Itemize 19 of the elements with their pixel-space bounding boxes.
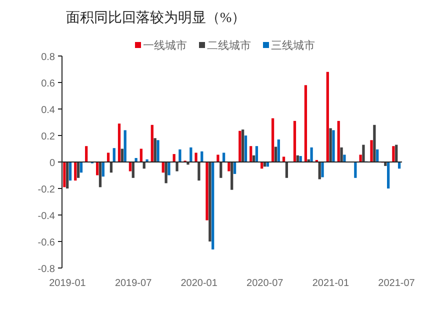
y-tick-label: -0.2 — [38, 184, 56, 196]
x-tick-label: 2021-07 — [378, 278, 416, 289]
x-tick-label: 2019-01 — [49, 278, 86, 289]
y-tick-label: 0.2 — [41, 132, 56, 142]
y-tick-label: -0.8 — [38, 264, 56, 275]
legend-label: 一线城市 — [143, 39, 187, 52]
y-tick-label: 0 — [49, 158, 56, 169]
y-tick-label: 0.4 — [41, 105, 56, 116]
x-tick-label: 2020-07 — [246, 278, 284, 289]
y-tick-label: -0.6 — [38, 238, 56, 248]
x-tick-label: 2020-01 — [180, 278, 218, 289]
x-tick-label: 2021-01 — [312, 278, 350, 289]
y-tick-label: 0.8 — [41, 52, 56, 63]
legend-label: 三线城市 — [271, 39, 315, 52]
y-tick-label: 0.6 — [41, 78, 56, 90]
y-tick-label: -0.4 — [38, 211, 56, 222]
x-tick-label: 2019-07 — [114, 278, 152, 289]
chart-title: 面积同比回落较为明显（%） — [66, 10, 246, 26]
legend-label: 二线城市 — [207, 39, 251, 52]
